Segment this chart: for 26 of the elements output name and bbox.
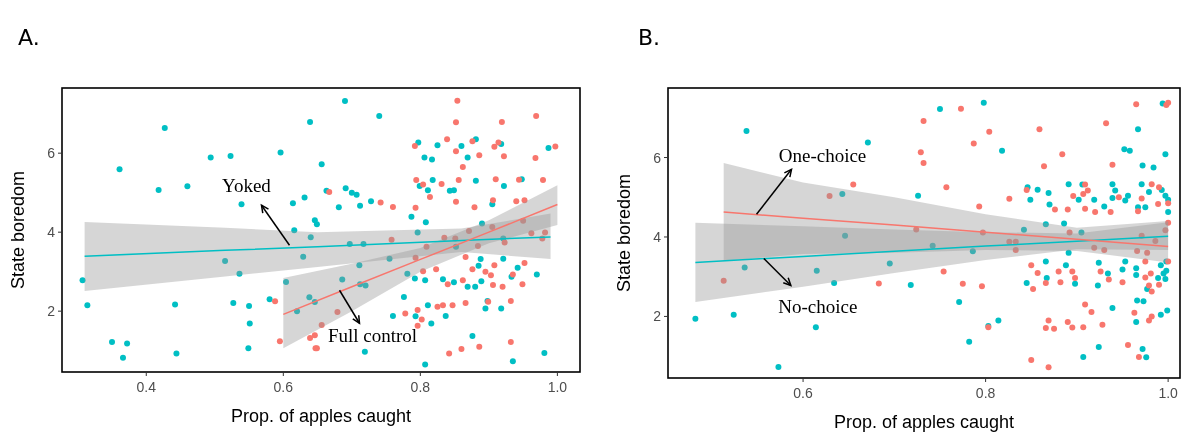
x-tick-label: 1.0 — [547, 379, 568, 395]
x-axis-title: Prop. of apples caught — [833, 412, 1015, 432]
annotation: No-choice — [778, 296, 858, 318]
x-axis-title: Prop. of apples caught — [230, 406, 412, 426]
y-tick-label: 6 — [653, 149, 662, 166]
line-series — [282, 203, 559, 316]
x-tick-label: 0.8 — [975, 385, 996, 401]
y-tick-label: 6 — [47, 145, 56, 162]
y-tick-label: 2 — [653, 308, 662, 325]
x-tick-label: 1.0 — [1158, 385, 1179, 401]
annotation: One-choice — [778, 145, 867, 167]
y-tick-label: 4 — [47, 224, 56, 241]
y-axis-title: State boredom — [8, 170, 28, 290]
y-tick-label: 4 — [653, 228, 662, 245]
y-tick-label: 2 — [47, 303, 56, 320]
x-tick-label: 0.8 — [410, 379, 431, 395]
line-series — [694, 235, 1169, 264]
x-tick-label: 0.6 — [793, 385, 814, 401]
annotation: Full control — [327, 325, 418, 347]
y-axis-title: State boredom — [614, 173, 634, 293]
chart-title: B. — [638, 25, 661, 50]
chart-title: A. — [18, 25, 40, 50]
line-series — [722, 211, 1169, 248]
x-tick-label: 0.6 — [273, 379, 294, 395]
x-tick-label: 0.4 — [136, 379, 157, 395]
annotation: Yoked — [222, 175, 272, 197]
